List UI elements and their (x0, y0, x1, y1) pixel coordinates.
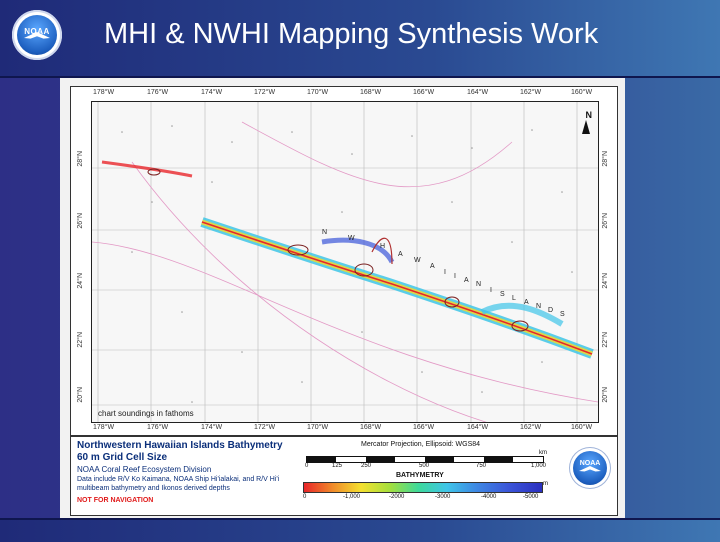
chain-letter: W (414, 257, 421, 264)
legend-division: NOAA Coral Reef Ecosystem Division (77, 465, 212, 474)
chart-soundings (121, 125, 573, 403)
soundings-note: chart soundings in fathoms (98, 409, 194, 418)
north-label: N (585, 110, 593, 120)
scale-label: 1,000 (531, 463, 547, 469)
footer-strip (0, 518, 720, 542)
lat-label-right: 24°N (602, 273, 609, 289)
chain-letter: N (476, 281, 481, 288)
lon-label-top: 166°W (413, 89, 435, 96)
lat-label-right: 26°N (602, 213, 609, 229)
lon-label-top: 160°W (571, 89, 593, 96)
lon-label-bottom: 160°W (571, 424, 593, 431)
depth-unit: m (543, 481, 548, 487)
noaa-logo-text: NOAA (24, 27, 50, 36)
chain-letter: W (348, 235, 355, 242)
lat-label-left: 26°N (77, 213, 84, 229)
lon-label-top: 172°W (254, 89, 276, 96)
chain-letter: A (398, 251, 403, 258)
lat-label-right: 22°N (602, 332, 609, 348)
chain-letter: I (490, 287, 492, 294)
noaa-logo-emblem: NOAA (17, 15, 57, 55)
depth-label: 0 (303, 494, 307, 500)
title-bar: NOAA MHI & NWHI Mapping Synthesis Work (0, 0, 720, 78)
chain-letter: D (548, 307, 553, 314)
graticule (92, 102, 598, 422)
chain-letter: I (454, 273, 456, 280)
chain-letter: A (464, 277, 469, 284)
chain-letter: A (430, 263, 435, 270)
depth-label: -4000 (481, 494, 497, 500)
lon-label-bottom: 170°W (307, 424, 329, 431)
lat-label-right: 20°N (602, 387, 609, 403)
scale-label: 125 (332, 463, 343, 469)
lon-label-bottom: 174°W (201, 424, 223, 431)
slide-title: MHI & NWHI Mapping Synthesis Work (104, 18, 599, 50)
depth-label: -1,000 (343, 494, 361, 500)
lon-label-bottom: 178°W (93, 424, 115, 431)
scale-bar (306, 456, 544, 463)
map-canvas: N W H A W A I I A N I S L A N D S (92, 102, 598, 422)
lon-label-top: 170°W (307, 89, 329, 96)
depth-label: -5000 (523, 494, 539, 500)
map-frame: 178°W 176°W 174°W 172°W 170°W 168°W 166°… (70, 86, 618, 436)
legend-data-note: Data include R/V Ko Kaimana, NOAA Ship H… (77, 476, 280, 492)
chain-letter: S (560, 311, 565, 318)
island-chain-swath (101, 160, 594, 359)
scale-label: 750 (476, 463, 487, 469)
chain-letter: L (512, 295, 516, 302)
lat-label-right: 28°N (602, 151, 609, 167)
lat-label-left: 22°N (77, 332, 84, 348)
lon-label-top: 168°W (360, 89, 382, 96)
lat-label-left: 20°N (77, 387, 84, 403)
depth-color-ramp (303, 482, 543, 493)
lon-label-top: 164°W (467, 89, 489, 96)
bank-features (147, 168, 529, 332)
lon-label-top: 176°W (147, 89, 169, 96)
seagull-icon (579, 466, 601, 472)
lon-label-bottom: 168°W (360, 424, 382, 431)
noaa-legend-logo: NOAA (569, 447, 611, 489)
scale-unit: km (539, 450, 547, 456)
lon-label-top: 162°W (520, 89, 542, 96)
lon-label-top: 178°W (93, 89, 115, 96)
lon-label-bottom: 162°W (520, 424, 542, 431)
projection-label: Mercator Projection, Ellipsoid: WGS84 (361, 441, 481, 448)
seagull-icon (24, 32, 50, 39)
bathymetry-map: N W H A W A I I A N I S L A N D S N char… (91, 101, 599, 423)
north-arrow-icon (582, 120, 590, 134)
noaa-logo: NOAA (12, 10, 62, 60)
chain-letter: S (500, 291, 505, 298)
lon-label-bottom: 164°W (467, 424, 489, 431)
navigation-warning: NOT FOR NAVIGATION (77, 497, 154, 504)
lon-label-bottom: 172°W (254, 424, 276, 431)
lon-label-bottom: 176°W (147, 424, 169, 431)
depth-label: -3000 (435, 494, 451, 500)
scale-label: 0 (305, 463, 309, 469)
legend-title: Northwestern Hawaiian Islands Bathymetry (77, 440, 283, 451)
noaa-legend-logo-text: NOAA (579, 460, 601, 467)
route-lines (92, 121, 598, 422)
scale-label: 500 (419, 463, 430, 469)
chain-letter: N (536, 303, 541, 310)
lon-label-top: 174°W (201, 89, 223, 96)
noaa-legend-logo-emblem: NOAA (573, 451, 607, 485)
chain-letter: I (444, 269, 446, 276)
depth-label: -2000 (389, 494, 405, 500)
lat-label-left: 28°N (77, 151, 84, 167)
chain-letter: A (524, 299, 529, 306)
scale-label: 250 (361, 463, 372, 469)
lon-label-bottom: 166°W (413, 424, 435, 431)
bathymetry-title: BATHYMETRY (396, 472, 444, 479)
map-legend: Northwestern Hawaiian Islands Bathymetry… (70, 436, 618, 516)
chain-name-letters: N W H A W A I I A N I S L A N D S (322, 229, 565, 318)
chain-letter: H (380, 243, 385, 250)
chain-letter: N (322, 229, 327, 236)
legend-subtitle: 60 m Grid Cell Size (77, 452, 168, 463)
lat-label-left: 24°N (77, 273, 84, 289)
